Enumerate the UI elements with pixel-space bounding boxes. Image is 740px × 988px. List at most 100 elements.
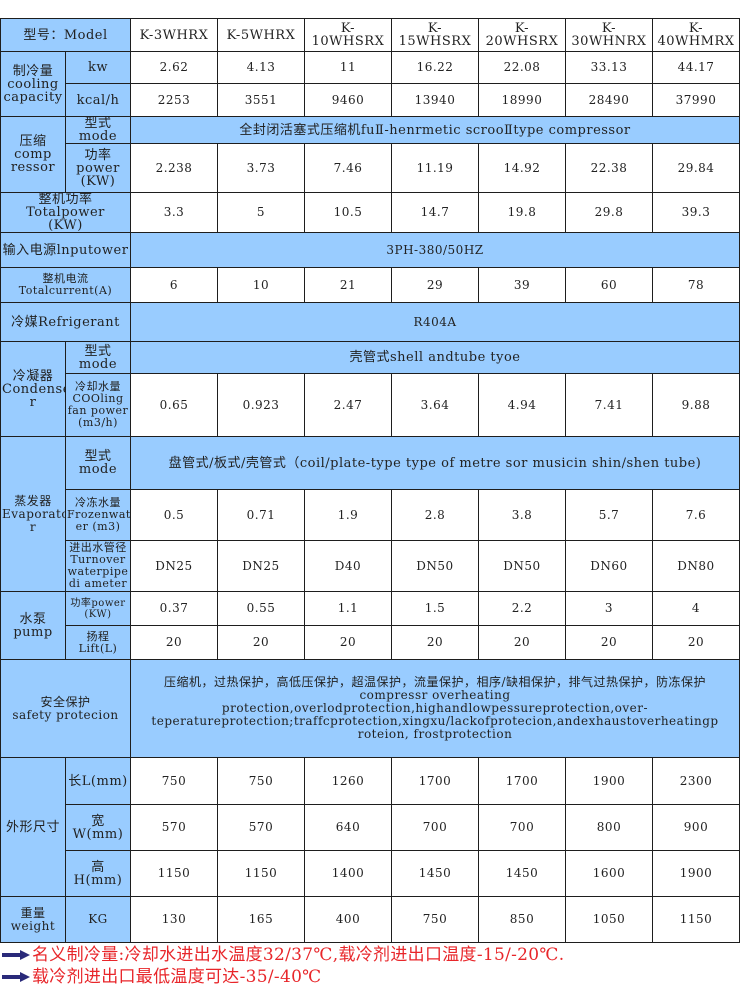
value-cell: 20	[130, 625, 218, 660]
table-row: 整机电流Totalcurrent(A) 6 10 21 29 39 60 78	[0, 267, 740, 303]
value-cell: D40	[304, 540, 392, 592]
table-row: 压缩 comp ressor 型式mode 全封闭活塞式压缩机fuⅡ-henrmet…	[0, 116, 740, 193]
value-cell: 3.8	[478, 489, 566, 541]
value-cell: 20	[304, 625, 392, 660]
value-cell: 37990	[652, 83, 740, 117]
value-cell: DN50	[478, 540, 566, 592]
note-text: 名义制冷量:冷却水进出水温度32/37℃,载冷剂进出口温度-15/-20℃.	[32, 945, 565, 965]
value-cell: 1700	[478, 757, 566, 805]
input-power-value: 3PH-380/50HZ	[130, 232, 740, 268]
value-cell: 1050	[565, 896, 653, 943]
value-cell: 0.923	[217, 373, 305, 437]
value-cell: 60	[565, 267, 653, 303]
value-cell: DN80	[652, 540, 740, 592]
model-name: K-30WHNRX	[565, 18, 653, 52]
value-cell: 3.64	[391, 373, 479, 437]
value-cell: 3	[565, 591, 653, 626]
value-cell: 2.238	[130, 143, 218, 193]
value-cell: 0.37	[130, 591, 218, 626]
safety-value: 压缩机，过热保护，高低压保护，超温保护，流量保护，相序/缺相保护，排气过热保护，…	[130, 659, 740, 758]
value-cell: 750	[130, 757, 218, 805]
value-cell: 2300	[652, 757, 740, 805]
value-cell: 700	[478, 804, 566, 851]
value-cell: 9460	[304, 83, 392, 117]
refrigerant-value: R404A	[130, 302, 740, 342]
value-cell: 2.2	[478, 591, 566, 626]
table-row: 重量 weight KG 130 165 400 750 850 1050 1150	[0, 896, 740, 943]
value-cell: 20	[391, 625, 479, 660]
table-row: 安全保护 safety protecion 压缩机，过热保护，高低压保护，超温保护…	[0, 659, 740, 758]
frozen-water-label: 冷冻水量 Frozenwat er (m3)	[65, 489, 131, 541]
value-cell: 19.8	[478, 192, 566, 233]
value-cell: 1600	[565, 850, 653, 897]
value-cell: 39	[478, 267, 566, 303]
cooling-water-label: 冷却水量 COOling fan power (m3/h)	[65, 373, 131, 437]
value-cell: 0.65	[130, 373, 218, 437]
value-cell: 14.92	[478, 143, 566, 193]
power-label: 功率 power (KW)	[65, 143, 131, 193]
value-cell: 20	[217, 625, 305, 660]
table-row: 冷媒Refrigerant R404A	[0, 302, 740, 342]
value-cell: 0.55	[217, 591, 305, 626]
arrow-right-icon	[2, 972, 30, 982]
value-cell: 1150	[130, 850, 218, 897]
value-cell: 1400	[304, 850, 392, 897]
width-label: 宽W(mm)	[65, 804, 131, 851]
value-cell: 2.47	[304, 373, 392, 437]
value-cell: 2.62	[130, 51, 218, 84]
value-cell: 3.3	[130, 192, 218, 233]
value-cell: 400	[304, 896, 392, 943]
value-cell: 18990	[478, 83, 566, 117]
length-label: 长L(mm)	[65, 757, 131, 805]
value-cell: DN60	[565, 540, 653, 592]
value-cell: 2.8	[391, 489, 479, 541]
value-cell: 10.5	[304, 192, 392, 233]
table-row: 整机功率 Totalpower (KW) 3.3 5 10.5 14.7 19.8 29.8…	[0, 192, 740, 233]
value-cell: 11	[304, 51, 392, 84]
table-row: 蒸发器 Evaporato r 型式mode 盘管式/板式/壳管式（coil/pla…	[0, 436, 740, 592]
pump-power-label: 功率power (KW)	[65, 591, 131, 626]
value-cell: 750	[391, 896, 479, 943]
value-cell: 1260	[304, 757, 392, 805]
value-cell: 640	[304, 804, 392, 851]
model-name: K-40WHMRX	[652, 18, 740, 52]
value-cell: 1900	[565, 757, 653, 805]
value-cell: 3.73	[217, 143, 305, 193]
value-cell: 20	[565, 625, 653, 660]
value-cell: 10	[217, 267, 305, 303]
note-text: 载冷剂进出口最低温度可达-35/-40℃	[32, 967, 322, 987]
value-cell: 1.9	[304, 489, 392, 541]
value-cell: 4.13	[217, 51, 305, 84]
value-cell: 29.84	[652, 143, 740, 193]
notes: 名义制冷量:冷却水进出水温度32/37℃,载冷剂进出口温度-15/-20℃. 载…	[2, 944, 564, 988]
weight-label: 重量 weight	[0, 896, 66, 943]
evaporator-mode-value: 盘管式/板式/壳管式（coil/plate-type type of metre…	[130, 436, 740, 490]
value-cell: 7.41	[565, 373, 653, 437]
value-cell: 570	[217, 804, 305, 851]
model-name: K-20WHSRX	[478, 18, 566, 52]
value-cell: 16.22	[391, 51, 479, 84]
value-cell: 7.46	[304, 143, 392, 193]
dimensions-label: 外形尺寸	[0, 757, 66, 897]
table-row: 型号：Model K-3WHRX K-5WHRX K-10WHSRX K-15WHSRX…	[0, 18, 740, 52]
value-cell: 21	[304, 267, 392, 303]
table-row: kcal/h 2253 3551 9460 13940 18990 28490 37990	[1, 83, 740, 117]
model-name: K-15WHSRX	[391, 18, 479, 52]
value-cell: 6	[130, 267, 218, 303]
input-power-label: 输入电源lnputower	[0, 232, 131, 268]
value-cell: 39.3	[652, 192, 740, 233]
pump-label: 水泵 pump	[0, 591, 66, 660]
mode-label: 型式mode	[65, 341, 131, 374]
note-item: 名义制冷量:冷却水进出水温度32/37℃,载冷剂进出口温度-15/-20℃.	[2, 944, 564, 966]
value-cell: 11.19	[391, 143, 479, 193]
model-header: 型号：Model	[0, 18, 131, 52]
table-row: 制冷量 cooling capacity kw 2.62 4.13 11 16.22 22.…	[0, 51, 740, 117]
table-row: 水泵 pump 功率power (KW) 0.37 0.55 1.1 1.5 2.2 3 4	[0, 591, 740, 660]
value-cell: 1.1	[304, 591, 392, 626]
value-cell: 800	[565, 804, 653, 851]
value-cell: 33.13	[565, 51, 653, 84]
value-cell: 1150	[217, 850, 305, 897]
value-cell: 5	[217, 192, 305, 233]
value-cell: DN25	[217, 540, 305, 592]
arrow-right-icon	[2, 950, 30, 960]
